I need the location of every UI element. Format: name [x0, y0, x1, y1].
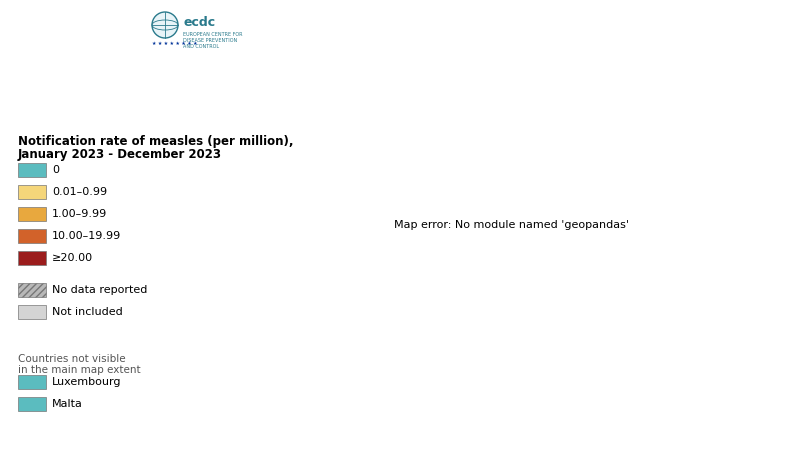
- Text: EUROPEAN CENTRE FOR
DISEASE PREVENTION
AND CONTROL: EUROPEAN CENTRE FOR DISEASE PREVENTION A…: [183, 32, 242, 50]
- Bar: [18, 185, 46, 199]
- Bar: [18, 229, 46, 243]
- Text: 1.00–9.99: 1.00–9.99: [52, 209, 107, 219]
- Text: ★ ★ ★ ★ ★ ★ ★ ★: ★ ★ ★ ★ ★ ★ ★ ★: [152, 40, 198, 45]
- Bar: [18, 283, 46, 297]
- Bar: [18, 375, 46, 389]
- Text: Not included: Not included: [52, 307, 122, 317]
- Text: ecdc: ecdc: [183, 15, 215, 28]
- Bar: [18, 207, 46, 221]
- Text: ≥20.00: ≥20.00: [52, 253, 93, 263]
- Text: 10.00–19.99: 10.00–19.99: [52, 231, 122, 241]
- Text: Countries not visible: Countries not visible: [18, 354, 126, 364]
- Bar: [18, 251, 46, 265]
- Text: 0.01–0.99: 0.01–0.99: [52, 187, 107, 197]
- Text: Map error: No module named 'geopandas': Map error: No module named 'geopandas': [394, 220, 630, 230]
- Text: Luxembourg: Luxembourg: [52, 377, 122, 387]
- Text: 0: 0: [52, 165, 59, 175]
- Text: Malta: Malta: [52, 399, 83, 409]
- Bar: [18, 397, 46, 411]
- Text: in the main map extent: in the main map extent: [18, 365, 141, 375]
- Text: January 2023 - December 2023: January 2023 - December 2023: [18, 148, 222, 161]
- Text: No data reported: No data reported: [52, 285, 147, 295]
- Bar: [18, 305, 46, 319]
- Circle shape: [152, 12, 178, 38]
- Text: Notification rate of measles (per million),: Notification rate of measles (per millio…: [18, 135, 294, 148]
- Bar: [18, 163, 46, 177]
